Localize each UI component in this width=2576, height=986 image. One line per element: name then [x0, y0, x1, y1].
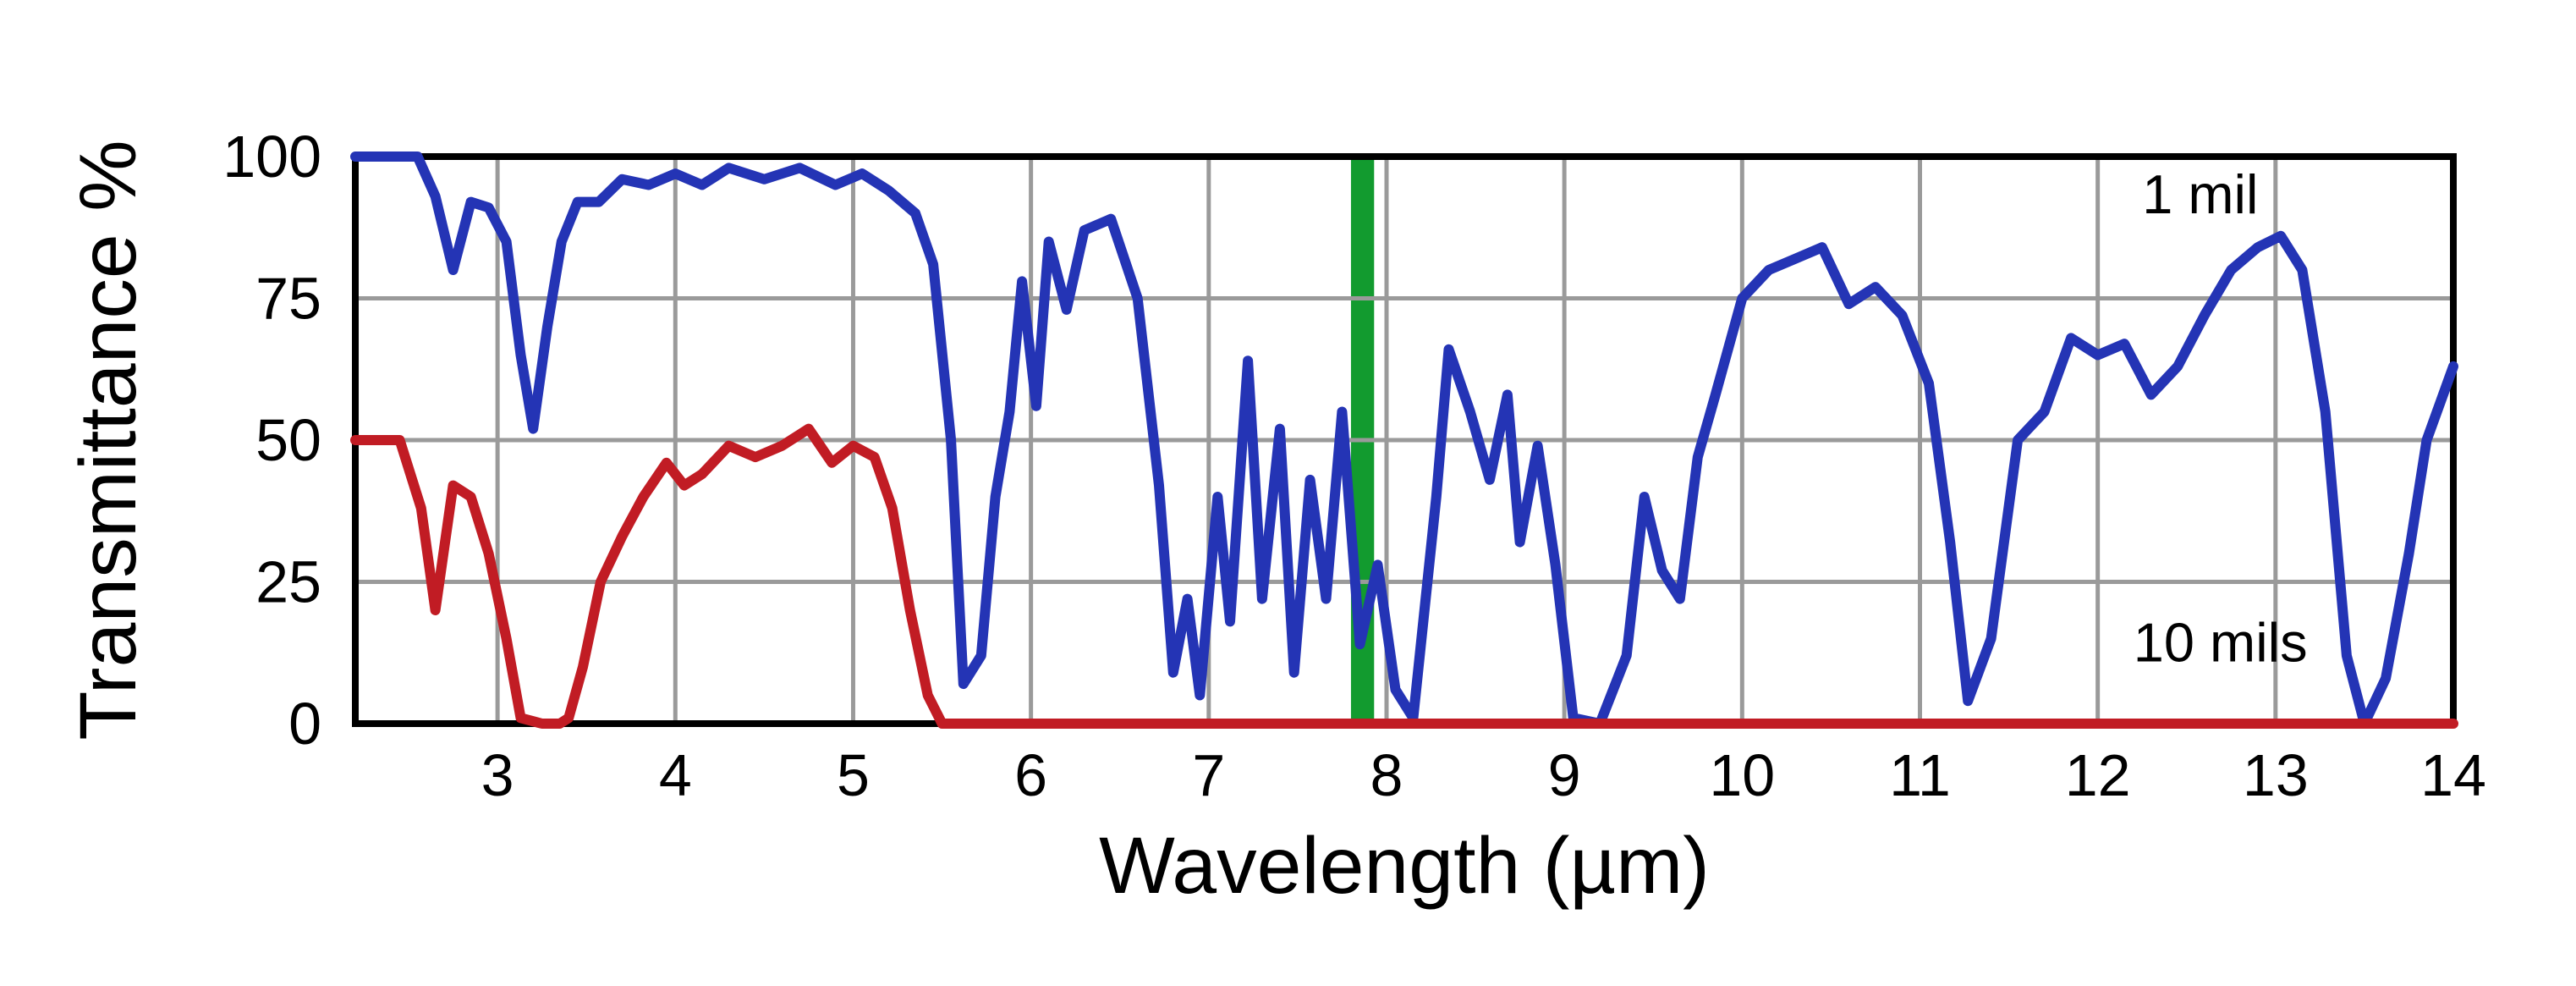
series-annotation: 10 mils [2134, 611, 2308, 673]
chart-container: 3 4 5 6 7 8 9 10 11 12 13 14 0 25 50 75 100 Wavelength (µ… [0, 0, 2576, 986]
y-tick-label: 100 [222, 124, 321, 190]
x-tick-label: 9 [1548, 742, 1581, 808]
y-tick-label: 75 [255, 266, 321, 332]
x-tick-label: 11 [1889, 742, 1951, 808]
x-tick-label: 6 [1014, 742, 1047, 808]
transmittance-chart: 3 4 5 6 7 8 9 10 11 12 13 14 0 25 50 75 100 Wavelength (µ… [0, 0, 2576, 986]
x-tick-label: 7 [1192, 742, 1225, 808]
y-tick-label: 50 [255, 407, 321, 473]
x-tick-label: 14 [2420, 742, 2486, 808]
x-tick-label: 5 [837, 742, 870, 808]
x-tick-label: 12 [2065, 742, 2131, 808]
x-axis-label: Wavelength (µm) [1099, 821, 1710, 911]
y-axis-label: Transmittance % [63, 140, 153, 740]
x-tick-label: 13 [2243, 742, 2309, 808]
x-tick-label: 10 [1709, 742, 1775, 808]
y-tick-label: 25 [255, 549, 321, 615]
x-tick-label: 8 [1370, 742, 1403, 808]
y-tick-label: 0 [288, 691, 321, 757]
series-annotation: 1 mil [2142, 163, 2258, 225]
x-tick-label: 3 [481, 742, 514, 808]
x-tick-label: 4 [659, 742, 692, 808]
